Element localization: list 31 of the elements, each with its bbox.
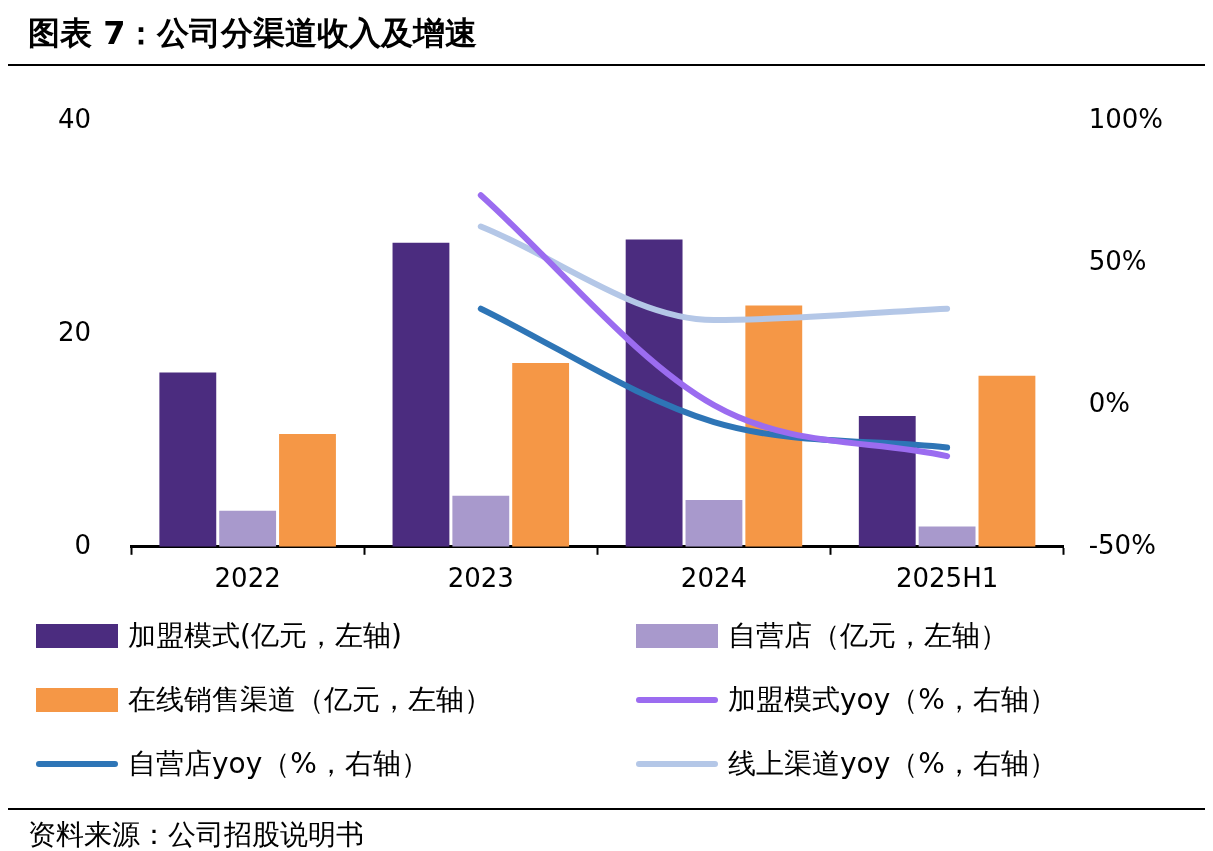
chart-title: 图表 7：公司分渠道收入及增速 [8, 8, 1205, 66]
y-tick-label: 0 [74, 529, 92, 560]
bar [452, 495, 510, 547]
bar [159, 372, 217, 547]
bar [745, 305, 803, 547]
y2-tick-label: 50% [1088, 246, 1147, 277]
legend-label: 加盟模式yoy（%，右轴） [728, 682, 1057, 718]
legend-label: 加盟模式(亿元，左轴) [128, 618, 402, 654]
y2-tick-label: 100% [1088, 104, 1164, 135]
legend-label: 自营店（亿元，左轴） [728, 618, 1008, 654]
legend-label: 线上渠道yoy（%，右轴） [728, 746, 1057, 782]
x-tick-label: 2024 [680, 563, 748, 594]
text: 资料来源：公司招股说明书 [28, 817, 365, 851]
bar [625, 239, 683, 547]
x-tick-label: 2023 [447, 563, 514, 594]
y-tick-label: 40 [57, 104, 92, 135]
bar [512, 362, 570, 547]
bar [279, 434, 336, 547]
y-tick-label: 20 [57, 316, 92, 347]
x-tick-label: 2025H1 [895, 563, 999, 594]
bar [685, 500, 743, 547]
legend-label: 自营店yoy（%，右轴） [128, 746, 429, 782]
y2-tick-label: 0% [1088, 387, 1130, 418]
bar [918, 526, 976, 547]
bar [392, 242, 450, 547]
bar [219, 510, 277, 547]
legend-label: 在线销售渠道（亿元，左轴） [128, 682, 492, 718]
bar [858, 416, 916, 547]
y2-tick-label: -50% [1088, 529, 1156, 560]
x-tick-label: 2022 [214, 563, 281, 594]
bar [978, 375, 1036, 547]
